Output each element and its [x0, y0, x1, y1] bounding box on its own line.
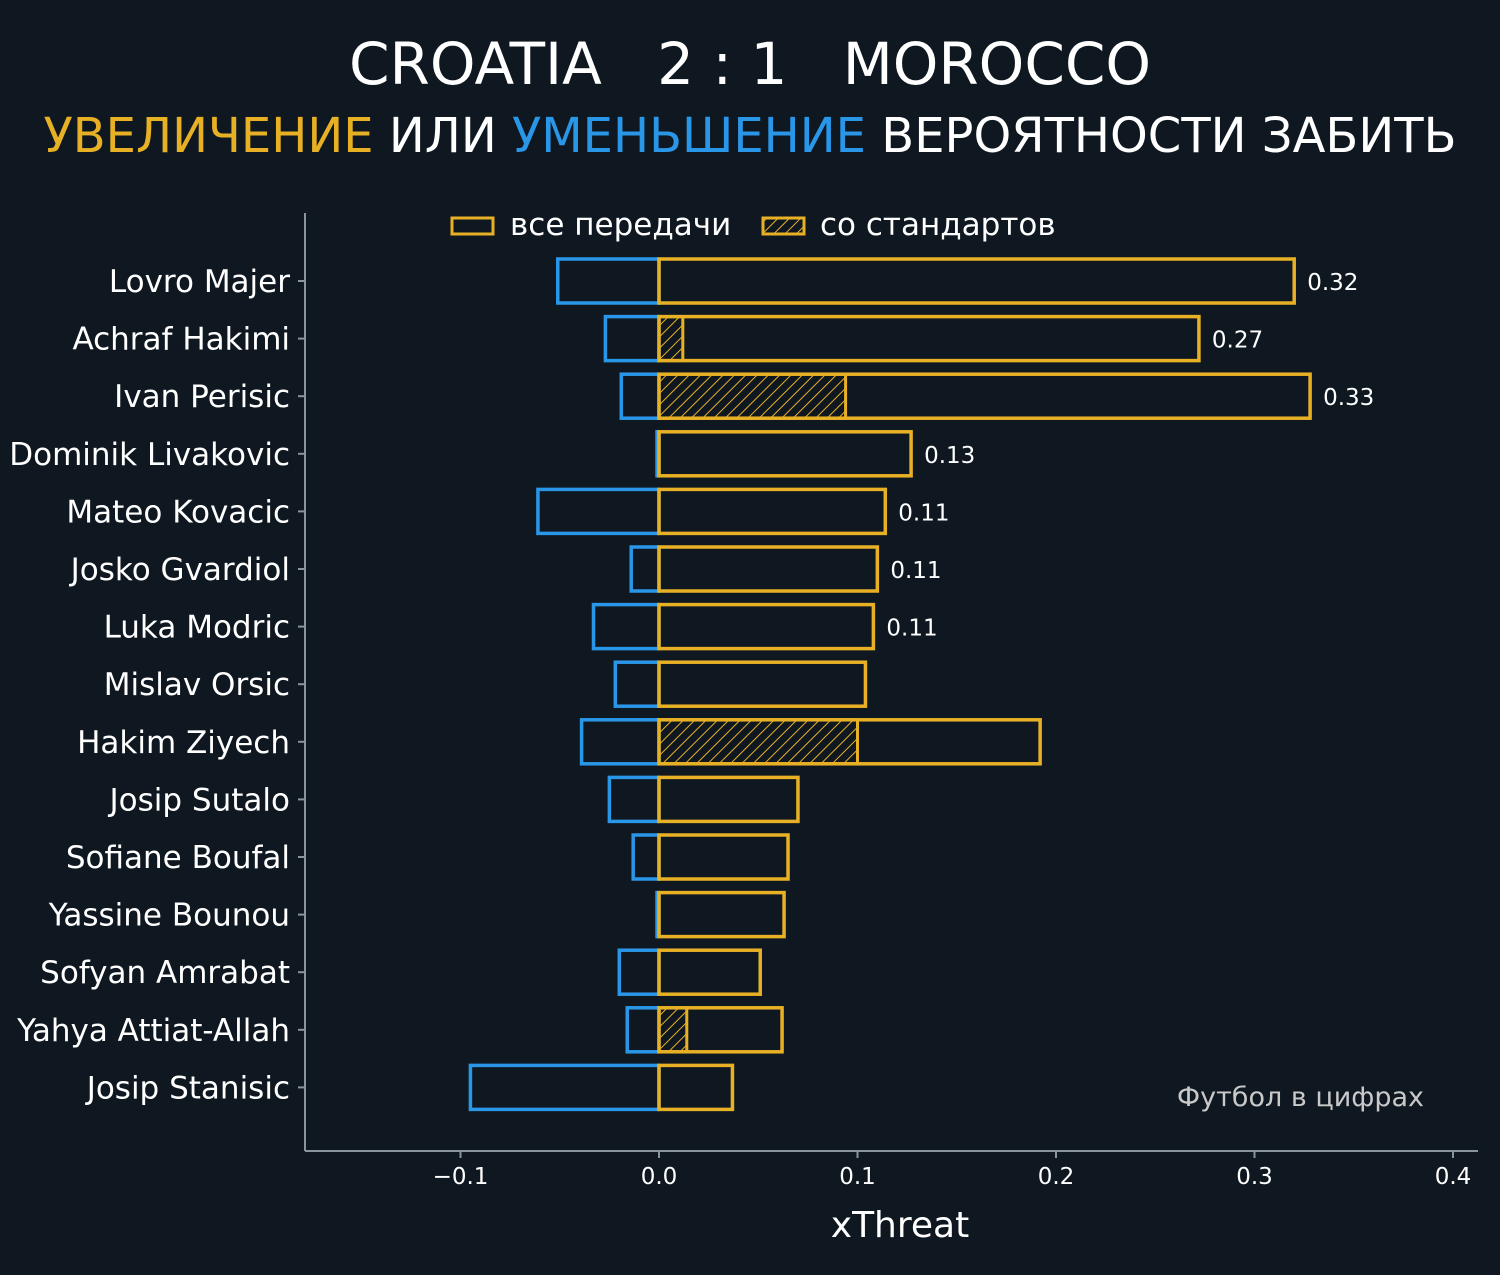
y-tick-label: Ivan Perisic: [114, 379, 290, 415]
subtitle-rest: ВЕРОЯТНОСТИ ЗАБИТЬ: [881, 108, 1457, 164]
positive-bar: [657, 948, 762, 996]
set-piece-bar: [657, 315, 685, 363]
positive-bar: [657, 660, 868, 708]
positive-bar: [657, 545, 880, 593]
positive-bar: [657, 430, 913, 478]
legend-label-all: все передачи: [510, 207, 731, 243]
positive-bar: [657, 602, 876, 651]
y-tick-label: Achraf Hakimi: [72, 322, 290, 358]
watermark: Футбол в цифрах: [1177, 1082, 1424, 1113]
data-label: 0.27: [1212, 328, 1263, 354]
set-piece-bar: [657, 718, 859, 766]
negative-bar: [468, 1063, 661, 1112]
data-label: 0.11: [886, 616, 937, 642]
negative-bar: [625, 1006, 661, 1054]
subtitle-decrease: УМЕНЬШЕНИЕ: [512, 108, 866, 164]
positive-bar: [657, 1006, 784, 1054]
positive-bar: [657, 314, 1201, 363]
positive-bar: [657, 257, 1296, 305]
y-tick-label: Sofyan Amrabat: [40, 955, 290, 991]
negative-bar: [607, 775, 661, 824]
positive-bar: [657, 775, 800, 824]
legend-label-setpieces: со стандартов: [820, 207, 1056, 243]
data-label: 0.32: [1307, 270, 1358, 296]
y-tick-label: Hakim Ziyech: [77, 725, 290, 761]
home-team: CROATIA: [349, 30, 602, 98]
negative-bar: [603, 314, 661, 363]
set-piece-bar: [657, 372, 848, 420]
match-score: 2 : 1: [657, 30, 788, 98]
data-label: 0.11: [890, 558, 941, 584]
x-tick-label: 0.2: [1038, 1164, 1075, 1190]
negative-bar: [536, 487, 661, 536]
positive-bar: [657, 1063, 735, 1112]
negative-bar: [591, 602, 661, 651]
negative-bar: [631, 833, 661, 881]
subtitle-or: ИЛИ: [388, 108, 497, 164]
y-tick-label: Sofiane Boufal: [66, 840, 290, 876]
positive-bar: [657, 718, 1042, 766]
x-tick-label: 0.3: [1236, 1164, 1273, 1190]
x-tick-label: 0.4: [1435, 1164, 1472, 1190]
y-tick-label: Luka Modric: [104, 610, 290, 646]
subtitle-increase: УВЕЛИЧЕНИЕ: [43, 108, 374, 164]
data-label: 0.33: [1323, 385, 1374, 411]
negative-bar: [579, 718, 661, 766]
x-tick-label: 0.1: [839, 1164, 876, 1190]
y-tick-label: Lovro Majer: [109, 264, 290, 300]
positive-bar: [657, 487, 888, 536]
negative-bar: [613, 660, 661, 708]
y-tick-label: Yahya Attiat-Allah: [16, 1013, 290, 1049]
y-tick-label: Josip Stanisic: [85, 1070, 290, 1106]
x-axis-label: xThreat: [831, 1205, 969, 1246]
chart-subtitle: УВЕЛИЧЕНИЕ ИЛИ УМЕНЬШЕНИЕ ВЕРОЯТНОСТИ ЗА…: [0, 108, 1500, 164]
y-tick-label: Josko Gvardiol: [69, 552, 290, 588]
y-tick-label: Yassine Bounou: [48, 898, 290, 934]
y-tick-label: Dominik Livakovic: [9, 437, 290, 473]
set-piece-bar: [657, 1006, 689, 1054]
positive-bar: [657, 890, 786, 939]
data-label: 0.13: [924, 443, 975, 469]
y-tick-label: Josip Sutalo: [108, 782, 290, 818]
y-tick-label: Mateo Kovacic: [66, 494, 290, 530]
y-tick-label: Mislav Orsic: [104, 667, 290, 703]
chart-title: CROATIA 2 : 1 MOROCCO: [0, 30, 1500, 98]
negative-bar: [556, 257, 661, 305]
negative-bar: [619, 372, 661, 420]
legend-swatch-setpieces: [761, 216, 806, 236]
legend-swatch-all: [450, 216, 495, 236]
x-tick-label: 0.0: [641, 1164, 678, 1190]
data-label: 0.11: [898, 500, 949, 526]
negative-bar: [629, 545, 661, 593]
x-tick-label: −0.1: [433, 1164, 489, 1190]
positive-bar: [657, 372, 1312, 420]
negative-bar: [617, 948, 661, 996]
positive-bar: [657, 833, 790, 881]
away-team: MOROCCO: [842, 30, 1151, 98]
